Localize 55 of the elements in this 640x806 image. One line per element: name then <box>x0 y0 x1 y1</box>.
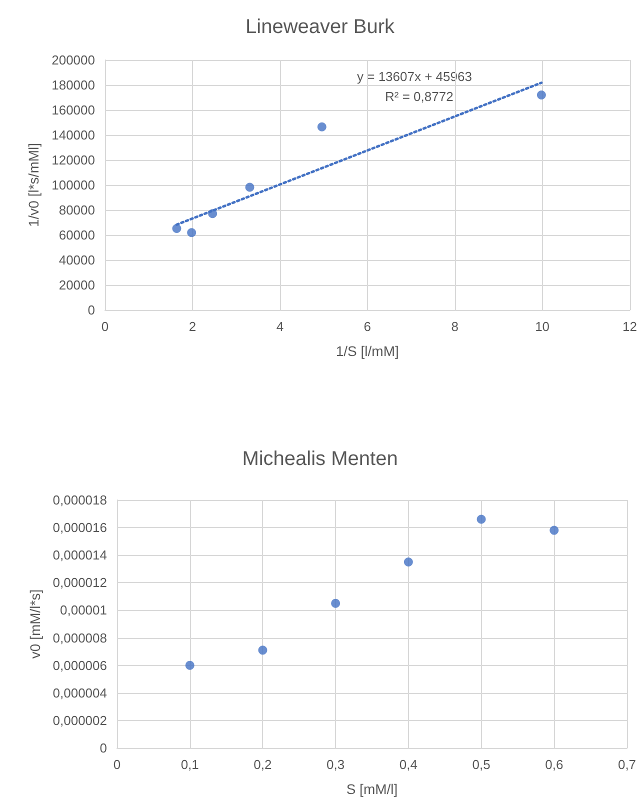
point <box>245 182 254 192</box>
point <box>536 90 546 100</box>
y-tick-label: 0,000002 <box>52 712 107 728</box>
y-tick-label: 200000 <box>52 52 95 68</box>
x-tick-label: 0,3 <box>326 757 345 772</box>
point <box>476 514 486 524</box>
point <box>185 660 194 670</box>
annotation: y = 13607x + 45963 <box>357 69 472 84</box>
x-tick-label: 4 <box>276 319 284 334</box>
x-tick-label: 0,2 <box>254 757 272 772</box>
x-axis-title: 1/S [l/mM] <box>336 343 399 359</box>
y-tick-label: 40000 <box>58 252 95 268</box>
x-tick-label: 0,4 <box>399 757 418 772</box>
point <box>172 224 182 233</box>
x-tick-label: 0,6 <box>545 757 564 772</box>
chart-title: Michealis Menten <box>242 448 398 470</box>
x-tick-label: 0 <box>113 757 121 772</box>
point <box>404 558 413 566</box>
x-tick-label: 0,5 <box>472 757 490 772</box>
point <box>550 526 559 535</box>
y-tick-label: 0 <box>88 302 95 318</box>
y-axis-title: 1/v0 [l*s/mMl] <box>26 142 42 228</box>
x-tick-label: 10 <box>535 319 550 334</box>
y-tick-label: 120000 <box>52 152 95 168</box>
y-tick-label: 0,00001 <box>60 602 107 618</box>
y-tick-label: 0,000018 <box>52 492 107 508</box>
y-tick-label: 160000 <box>52 102 95 118</box>
y-tick-label: 140000 <box>52 128 95 142</box>
y-tick-label: 0,000006 <box>52 658 107 673</box>
x-tick-label: 0,1 <box>180 757 199 772</box>
x-tick-label: 0,7 <box>618 757 636 772</box>
y-tick-label: 0,000012 <box>52 575 107 590</box>
y-tick-label: 100000 <box>52 178 95 192</box>
x-tick-label: 2 <box>188 319 196 334</box>
point <box>317 122 326 132</box>
y-tick-label: 0 <box>100 740 107 756</box>
y-tick-label: 80000 <box>58 202 95 218</box>
y-tick-label: 0,000016 <box>52 520 107 536</box>
x-tick-label: 6 <box>364 319 371 334</box>
y-tick-label: 60000 <box>58 228 95 242</box>
point <box>187 228 196 238</box>
point <box>208 209 218 218</box>
y-tick-label: 0,000014 <box>52 548 107 563</box>
y-tick-label: 180000 <box>52 78 95 92</box>
x-tick-label: 8 <box>451 319 458 334</box>
point <box>258 646 268 655</box>
annotation: R² = 0,8772 <box>385 89 454 104</box>
y-axis-title: v0 [mM/l*s] <box>26 589 43 659</box>
point <box>331 598 340 608</box>
y-tick-label: 0,000004 <box>52 685 107 700</box>
x-axis-title: S [mM/l] <box>346 781 398 797</box>
y-tick-label: 20000 <box>58 278 95 292</box>
chart-title: Lineweaver Burk <box>246 16 396 38</box>
y-tick-label: 0,000008 <box>52 630 107 646</box>
x-tick-label: 12 <box>622 319 638 334</box>
